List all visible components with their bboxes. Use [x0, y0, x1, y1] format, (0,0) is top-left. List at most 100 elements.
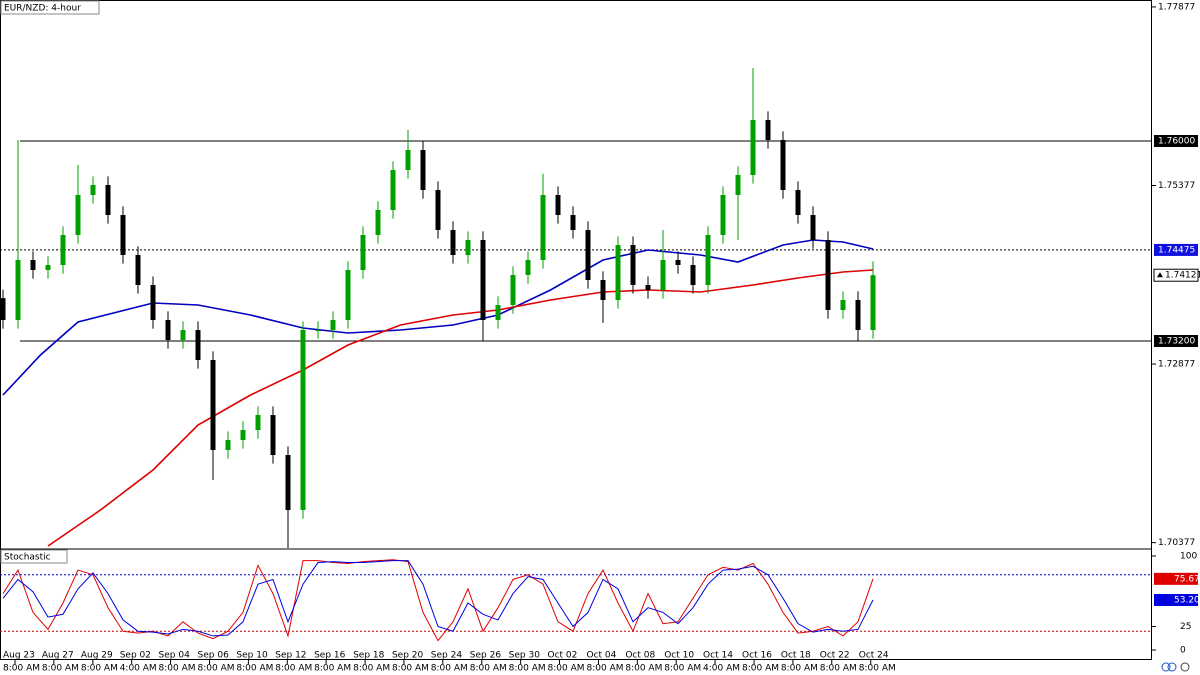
- candle-body: [615, 245, 621, 300]
- level-label-box: [1154, 135, 1198, 147]
- candle-body: [840, 300, 846, 310]
- x-tick-sublabel: 8:00 AM: [664, 664, 701, 674]
- x-tick-sublabel: 8:00 AM: [742, 664, 779, 674]
- footer-icons: [1161, 662, 1190, 672]
- candle-body: [810, 215, 816, 240]
- x-tick-label: Sep 30: [509, 651, 541, 661]
- x-tick-label: Sep 06: [198, 651, 230, 661]
- x-tick-label: Aug 23: [3, 651, 35, 661]
- candle-body: [660, 260, 666, 290]
- x-tick-sublabel: 8:00 AM: [820, 664, 857, 674]
- level-label: 1.74475: [1158, 245, 1195, 255]
- x-tick-label: Oct 08: [625, 651, 655, 661]
- x-tick-label: Sep 12: [275, 651, 306, 661]
- moving-average-line: [2, 239, 874, 396]
- stochastic-label: 75.67: [1174, 574, 1200, 584]
- candle-body: [225, 440, 231, 450]
- candle-body: [465, 240, 471, 255]
- x-tick-sublabel: 8:00 AM: [314, 664, 351, 674]
- candle-body: [120, 215, 126, 255]
- x-tick-sublabel: 8:00 AM: [353, 664, 390, 674]
- x-tick-label: Oct 14: [703, 651, 733, 661]
- x-tick-label: Sep 16: [314, 651, 346, 661]
- x-tick-sublabel: 8:00 AM: [198, 664, 235, 674]
- y-tick-label: 0: [1180, 646, 1186, 656]
- x-tick-label: Oct 04: [587, 651, 617, 661]
- y-tick-label: 1.72877: [1158, 360, 1195, 370]
- level-label-box: [1154, 243, 1198, 256]
- candle-body: [75, 195, 81, 235]
- candle-body: [750, 120, 756, 175]
- x-tick-label: Oct 10: [664, 651, 694, 661]
- candle-body: [795, 190, 801, 215]
- x-tick-label: Aug 27: [42, 651, 74, 661]
- plot-frame: [0, 0, 1152, 660]
- candle-body: [390, 170, 396, 210]
- y-tick-label: 25: [1180, 622, 1191, 632]
- x-tick-sublabel: 8:00 AM: [781, 664, 818, 674]
- x-tick-sublabel: 4:00 AM: [703, 664, 740, 674]
- level-label: 1.76000: [1158, 137, 1195, 147]
- last-price-label: 1.74121: [1165, 271, 1200, 281]
- x-tick-label: Oct 02: [548, 651, 578, 661]
- x-tick-sublabel: 8:00 AM: [392, 664, 429, 674]
- moving-average-line: [47, 269, 874, 547]
- candle-body: [600, 280, 606, 300]
- x-tick-label: Aug 29: [81, 651, 113, 661]
- x-tick-sublabel: 8:00 AM: [275, 664, 312, 674]
- x-tick-label: Oct 18: [781, 651, 811, 661]
- candle-body: [15, 260, 21, 320]
- candle-body: [780, 140, 786, 190]
- candle-body: [375, 210, 381, 235]
- stochastic-label: 53.20: [1174, 595, 1200, 605]
- x-tick-label: Oct 22: [820, 651, 850, 661]
- candle-body: [240, 430, 246, 440]
- candle-body: [360, 235, 366, 270]
- candle-body: [330, 320, 336, 330]
- candle-body: [30, 260, 36, 270]
- chart-title: EUR/NZD: 4-hour: [4, 4, 81, 14]
- x-tick-label: Sep 04: [159, 651, 191, 661]
- candle-body: [180, 330, 186, 340]
- x-tick-sublabel: 8:00 AM: [625, 664, 662, 674]
- x-tick-label: Oct 24: [859, 651, 889, 661]
- candle-body: [420, 150, 426, 190]
- candle-body: [135, 255, 141, 285]
- candle-body: [720, 195, 726, 235]
- candle-body: [435, 190, 441, 230]
- y-tick-label: 1.70377: [1158, 538, 1195, 548]
- candle-body: [150, 285, 156, 320]
- candle-body: [510, 275, 516, 305]
- y-tick-label: 1.75377: [1158, 181, 1195, 191]
- x-tick-sublabel: 8:00 AM: [42, 664, 79, 674]
- candle-body: [105, 185, 111, 215]
- last-price-arrow: [1157, 272, 1163, 278]
- candle-body: [540, 195, 546, 260]
- candle-body: [495, 305, 501, 320]
- x-tick-sublabel: 4:00 AM: [120, 664, 157, 674]
- candle-body: [645, 285, 651, 290]
- candle-body: [195, 330, 201, 360]
- candle-body: [0, 298, 6, 320]
- candle-body: [480, 240, 486, 320]
- candle-body: [870, 275, 876, 330]
- candle-body: [525, 260, 531, 275]
- subchart-title-box: [0, 549, 68, 564]
- level-label-box: [1154, 335, 1198, 347]
- candle-body: [630, 245, 636, 285]
- candle-body: [90, 185, 96, 195]
- x-tick-label: Sep 26: [470, 651, 502, 661]
- x-tick-sublabel: 8:00 AM: [548, 664, 585, 674]
- candle-body: [210, 360, 216, 450]
- candle-body: [405, 150, 411, 170]
- candle-body: [450, 230, 456, 255]
- candle-body: [675, 260, 681, 265]
- candle-body: [60, 235, 66, 265]
- title-box: [0, 0, 100, 15]
- candle-body: [765, 120, 771, 140]
- x-tick-sublabel: 8:00 AM: [859, 664, 896, 674]
- x-tick-sublabel: 8:00 AM: [509, 664, 546, 674]
- candle-body: [285, 455, 291, 510]
- level-label: 1.73200: [1158, 337, 1195, 347]
